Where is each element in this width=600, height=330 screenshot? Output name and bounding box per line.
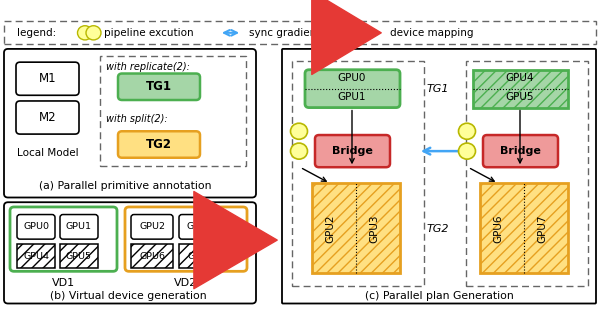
Text: Bridge: Bridge	[332, 146, 373, 156]
Text: device mapping: device mapping	[390, 28, 473, 38]
FancyBboxPatch shape	[131, 244, 173, 269]
Text: with replicate(2):: with replicate(2):	[106, 62, 190, 72]
FancyBboxPatch shape	[16, 101, 79, 134]
Circle shape	[290, 123, 308, 139]
Text: GPU5: GPU5	[66, 252, 92, 261]
Text: M2: M2	[38, 111, 56, 124]
Text: TG1: TG1	[146, 80, 172, 93]
Text: GPU4: GPU4	[23, 252, 49, 261]
FancyBboxPatch shape	[131, 214, 173, 239]
FancyBboxPatch shape	[118, 131, 200, 158]
FancyBboxPatch shape	[10, 207, 117, 271]
Text: GPU0: GPU0	[23, 222, 49, 231]
Text: pipeline excution: pipeline excution	[104, 28, 194, 38]
FancyBboxPatch shape	[4, 49, 256, 197]
Text: M1: M1	[38, 72, 56, 85]
Text: GPU5: GPU5	[506, 92, 534, 102]
Text: Bridge: Bridge	[500, 146, 541, 156]
Text: VD2: VD2	[175, 278, 197, 288]
Circle shape	[458, 143, 476, 159]
Text: legend:: legend:	[17, 28, 56, 38]
Text: (a) Parallel primitive annotation: (a) Parallel primitive annotation	[39, 181, 211, 191]
FancyBboxPatch shape	[17, 244, 55, 269]
Text: GPU0: GPU0	[338, 73, 366, 83]
FancyBboxPatch shape	[60, 244, 98, 269]
Circle shape	[290, 143, 308, 159]
Circle shape	[458, 123, 476, 139]
Text: (b) Virtual device generation: (b) Virtual device generation	[50, 291, 206, 301]
FancyBboxPatch shape	[305, 70, 400, 108]
Text: sync gradients: sync gradients	[249, 28, 326, 38]
FancyBboxPatch shape	[125, 207, 247, 271]
FancyBboxPatch shape	[473, 70, 568, 108]
Text: Local Model: Local Model	[17, 148, 79, 158]
FancyBboxPatch shape	[4, 202, 256, 304]
Text: GPU6: GPU6	[139, 252, 165, 261]
Text: GPU2: GPU2	[325, 214, 335, 243]
Text: TG1: TG1	[427, 84, 449, 94]
Text: VD1: VD1	[52, 278, 75, 288]
FancyBboxPatch shape	[16, 62, 79, 95]
Circle shape	[77, 26, 92, 40]
FancyBboxPatch shape	[315, 135, 390, 167]
Circle shape	[86, 26, 101, 40]
Text: GPU4: GPU4	[506, 73, 534, 83]
Text: GPU7: GPU7	[537, 214, 547, 243]
FancyBboxPatch shape	[118, 74, 200, 100]
Text: GPU6: GPU6	[493, 214, 503, 243]
Text: GPU7: GPU7	[187, 252, 213, 261]
FancyBboxPatch shape	[179, 244, 221, 269]
Text: TG2: TG2	[427, 224, 449, 234]
Text: with split(2):: with split(2):	[106, 114, 167, 124]
FancyBboxPatch shape	[483, 135, 558, 167]
Text: GPU3: GPU3	[187, 222, 213, 231]
Text: TG2: TG2	[146, 138, 172, 151]
Text: GPU1: GPU1	[338, 92, 366, 102]
FancyBboxPatch shape	[282, 49, 596, 304]
FancyBboxPatch shape	[17, 214, 55, 239]
Text: GPU2: GPU2	[139, 222, 165, 231]
Text: GPU1: GPU1	[66, 222, 92, 231]
FancyBboxPatch shape	[179, 214, 221, 239]
FancyBboxPatch shape	[480, 183, 568, 273]
FancyBboxPatch shape	[60, 214, 98, 239]
FancyBboxPatch shape	[312, 183, 400, 273]
Text: (c) Parallel plan Generation: (c) Parallel plan Generation	[365, 291, 514, 301]
Text: GPU3: GPU3	[369, 214, 379, 243]
